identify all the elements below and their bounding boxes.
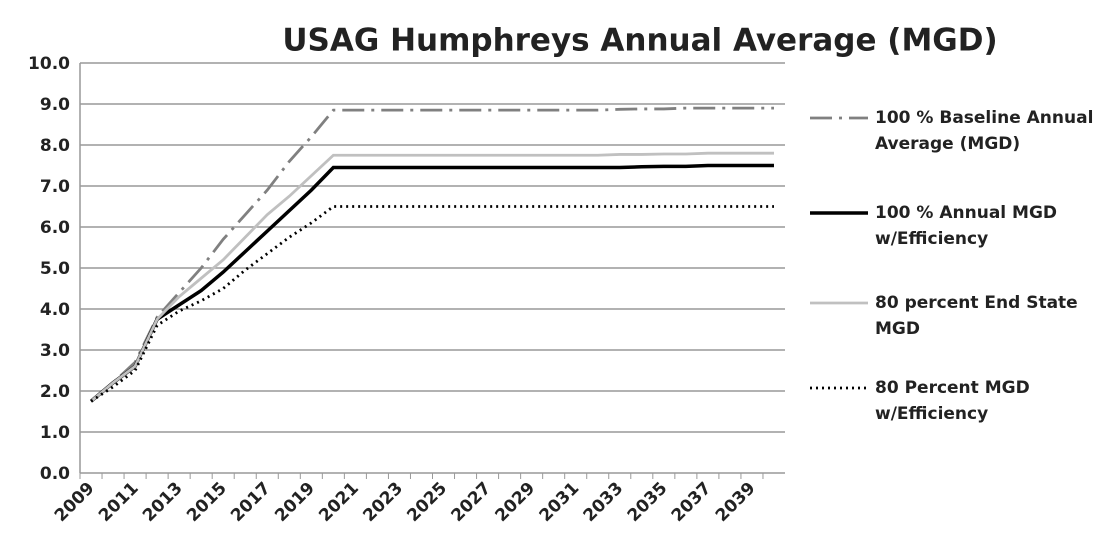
x-tick-label: 2019 [271, 478, 319, 526]
series-line [90, 151, 774, 403]
legend-label: 100 % Baseline Annual Average (MGD) [875, 108, 1094, 154]
x-tick-label: 2021 [315, 478, 363, 526]
y-tick-label: 8.0 [40, 136, 70, 156]
y-tick-label: 9.0 [40, 95, 70, 115]
x-tick-label: 2015 [183, 478, 231, 526]
series-line [90, 106, 774, 403]
y-tick-label: 1.0 [40, 423, 70, 443]
series-line [90, 205, 774, 403]
x-tick-label: 2037 [668, 478, 716, 526]
x-tick-label: 2031 [536, 478, 584, 526]
y-tick-label: 7.0 [40, 177, 70, 197]
y-tick-label: 3.0 [40, 341, 70, 361]
y-tick-label: 6.0 [40, 218, 70, 238]
x-tick-label: 2009 [51, 478, 99, 526]
y-tick-label: 0.0 [40, 464, 70, 484]
chart-title: USAG Humphreys Annual Average (MGD) [282, 23, 997, 59]
x-tick-label: 2017 [227, 478, 275, 526]
x-tick-label: 2013 [139, 478, 187, 526]
x-tick-label: 2039 [712, 478, 760, 526]
y-tick-label: 2.0 [40, 382, 70, 402]
y-tick-label: 10.0 [28, 54, 70, 74]
series-line [89, 163, 774, 403]
x-tick-label: 2027 [448, 478, 496, 526]
x-tick-label: 2023 [359, 478, 407, 526]
x-tick-label: 2035 [624, 478, 672, 526]
legend-label: 80 percent End State MGD [875, 293, 1078, 339]
x-tick-label: 2029 [492, 478, 540, 526]
y-tick-label: 5.0 [40, 259, 70, 279]
x-tick-label: 2033 [580, 478, 628, 526]
legend-label: 80 Percent MGD w/Efficiency [875, 378, 1030, 424]
x-tick-label: 2011 [95, 478, 143, 526]
x-tick-label: 2025 [403, 478, 451, 526]
legend-label: 100 % Annual MGD w/Efficiency [875, 203, 1058, 249]
y-tick-label: 4.0 [40, 300, 70, 320]
